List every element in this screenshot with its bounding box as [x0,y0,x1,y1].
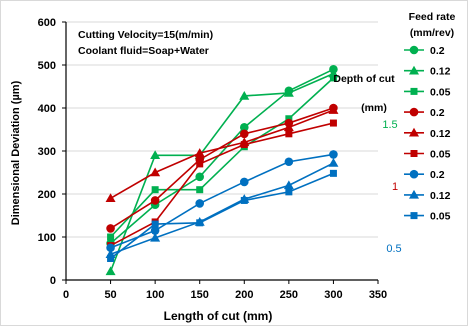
legend-marker [409,65,419,75]
y-tick-label: 500 [38,60,56,72]
legend-layer: 0.2 0.12 0.05 0.2 0.12 0.05 0.2 0.12 0.05 [404,45,451,223]
y-tick-label: 300 [38,146,56,158]
annotation-velocity: Cutting Velocity=15(m/min) [78,29,213,41]
data-point [150,196,160,205]
data-point [284,157,294,167]
group-label-0-5: 0.5 [386,243,401,255]
group-label-1-5: 1.5 [382,119,397,131]
data-point [150,226,160,235]
x-axis-title: Length of cut (mm) [164,309,273,323]
series-line [110,109,334,199]
y-tick-label: 0 [50,275,56,287]
x-tick-label: 200 [235,289,253,301]
data-point [240,141,248,149]
data-point [150,167,161,177]
data-point [107,255,115,262]
y-tick-label: 200 [38,189,56,201]
data-point [195,172,205,182]
series-line [109,72,334,272]
data-point [150,150,161,160]
data-point [106,224,115,233]
data-point [328,158,339,167]
data-point [150,232,161,242]
legend-label: 0.12 [430,128,451,140]
series-line [110,162,334,255]
y-tick-label: 600 [38,17,56,29]
data-point [239,90,250,100]
depth-of-cut-unit: (mm) [361,102,387,114]
y-tick-label: 100 [38,232,56,244]
x-tick-label: 300 [324,289,342,301]
data-point [194,148,205,157]
legend-label: 0.05 [430,149,451,161]
data-point [239,129,249,139]
y-axis-title: Dimensional Deviation (µm) [10,80,22,225]
legend-label: 0.12 [430,66,451,78]
data-point [196,219,204,227]
legend-marker [409,189,419,199]
legend-label: 0.05 [430,211,451,223]
series-line [109,77,334,238]
x-tick-label: 0 [63,289,69,301]
legend-marker [409,169,419,179]
data-point [107,233,115,241]
data-point [106,243,115,253]
series-line [110,172,334,260]
data-point [329,150,338,159]
data-point [196,160,204,168]
legend-label: 0.05 [430,86,451,98]
legend-label: 0.2 [430,107,445,119]
legend-marker [409,45,419,55]
legend-label: 0.12 [430,190,451,202]
x-tick-label: 50 [104,289,116,301]
data-point [285,188,293,196]
legend-title-line2: (mm/rev) [410,27,454,39]
data-point [195,199,205,208]
legend-marker [410,87,418,95]
data-point [329,119,337,127]
axis-layer: 0 100 200 300 400 500 600 0 50 100 150 200 250 300 350 [38,17,388,301]
data-point [239,123,249,132]
legend-marker [409,127,419,137]
y-tick-label: 400 [38,103,56,115]
x-tick-label: 150 [191,289,209,301]
series-line [110,107,334,230]
data-point [105,193,116,203]
x-tick-label: 100 [146,289,164,301]
data-point [196,186,204,194]
x-tick-label: 350 [369,289,387,301]
series-line [110,68,334,245]
series-line [110,122,334,247]
annotation-coolant: Coolant fluid=Soap+Water [78,45,209,57]
depth-of-cut-title: Depth of cut [333,73,395,85]
legend-title-line1: Feed rate [409,11,456,23]
series-layer [105,65,339,276]
data-point [283,180,294,190]
data-point [283,87,294,97]
data-point [285,115,293,123]
legend-marker [410,150,418,157]
legend-marker [409,107,419,117]
data-point [285,130,293,138]
data-point [329,169,337,177]
legend-label: 0.2 [430,45,445,57]
data-point [328,105,339,114]
group-label-1: 1 [392,181,398,193]
x-tick-label: 250 [280,289,298,301]
legend-marker [410,212,418,220]
data-point [151,186,159,194]
data-point [105,266,116,276]
data-point [283,122,294,132]
series-line [110,153,334,249]
legend-label: 0.2 [430,169,445,181]
data-point [329,74,337,82]
data-point [151,220,159,228]
data-point [240,196,248,204]
data-point [239,177,249,187]
